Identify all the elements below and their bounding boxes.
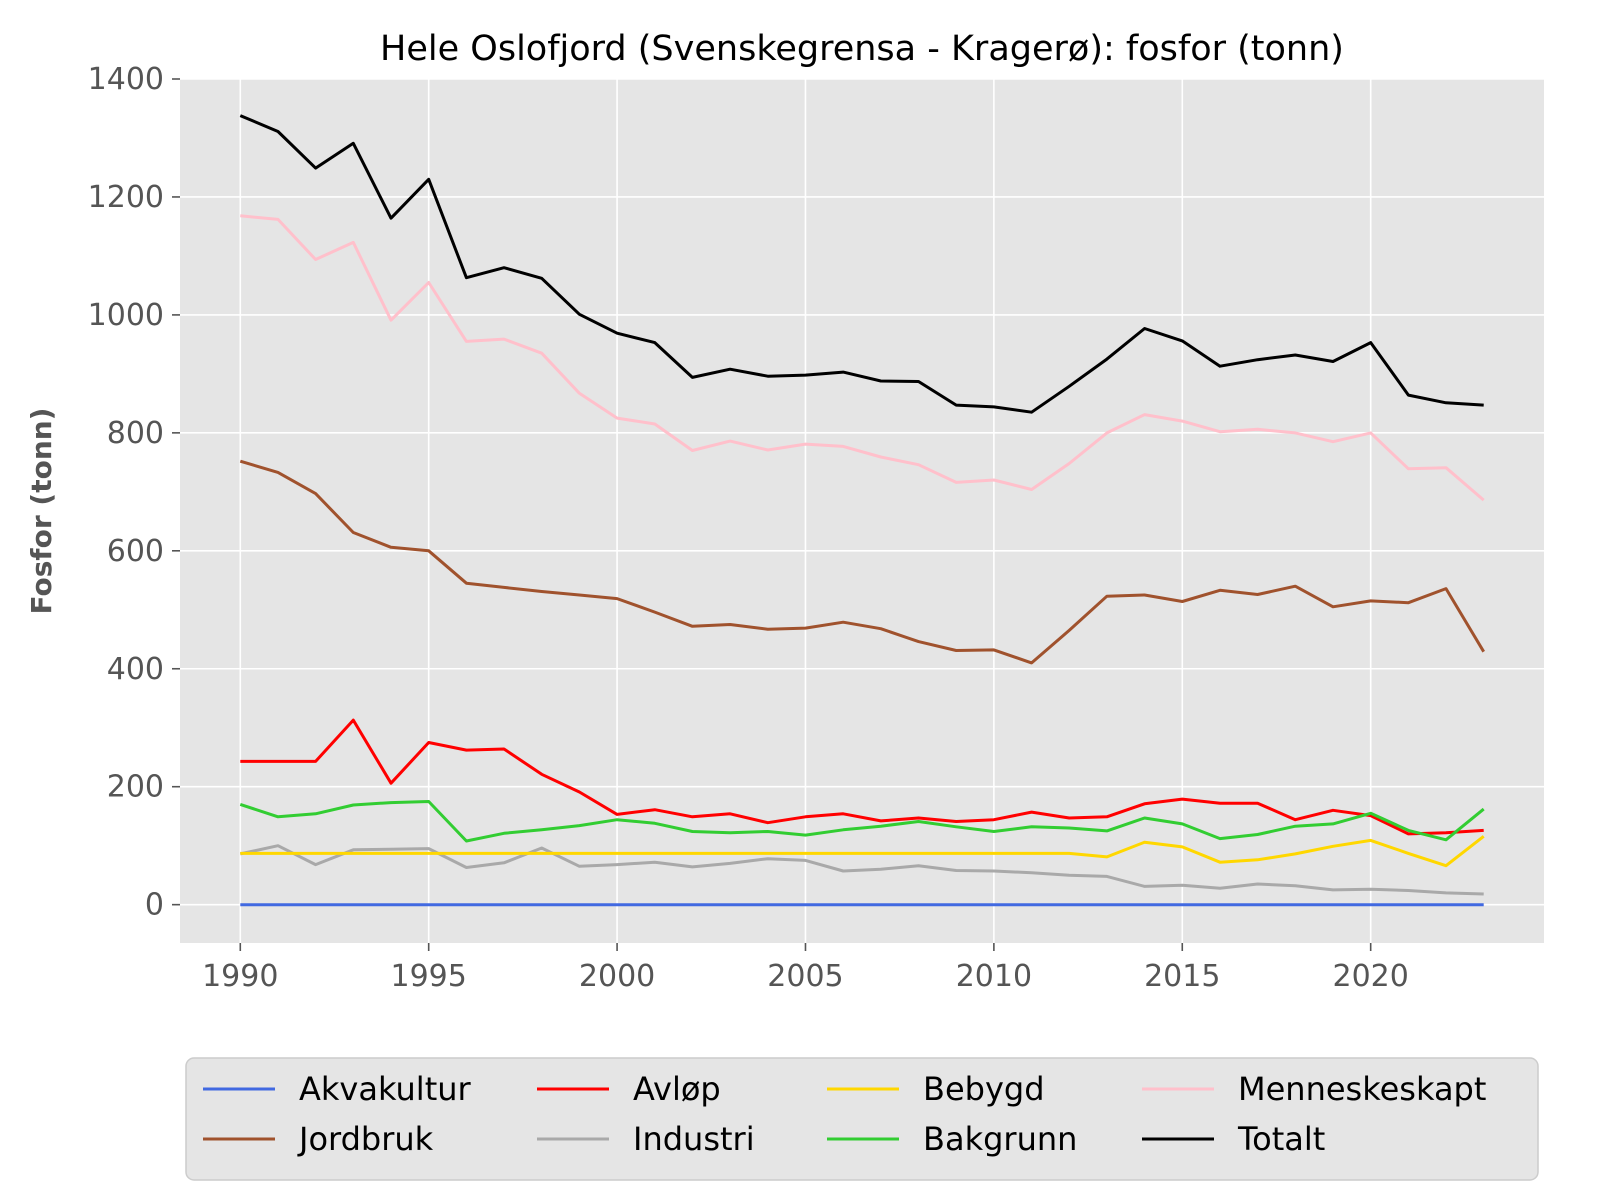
series-line-menneskeskapt	[240, 214, 1485, 502]
y-tick-label: 1200	[88, 180, 164, 215]
legend-label: Totalt	[1237, 1120, 1325, 1158]
x-tick-label: 2020	[1332, 959, 1408, 994]
legend-entry-totalt: Totalt	[1142, 1120, 1325, 1158]
x-tick-label: 2005	[767, 959, 843, 994]
plot-area-background	[180, 79, 1544, 943]
legend-label: Menneskeskapt	[1238, 1070, 1486, 1108]
series-line-bebygd	[240, 835, 1485, 868]
legend-label: Bebygd	[923, 1070, 1045, 1108]
series-line-avlop	[240, 718, 1484, 836]
legend-label: Jordbruk	[297, 1120, 434, 1158]
y-tick-label: 1400	[88, 62, 164, 97]
x-tick-label: 2010	[956, 959, 1032, 994]
legend: Akvakultur Jordbruk Avløp Industri Bebygd Bak…	[185, 1057, 1539, 1181]
legend-entry-industri: Industri	[537, 1120, 755, 1158]
legend-label: Industri	[633, 1120, 755, 1158]
y-tick-label: 400	[107, 652, 164, 687]
y-tick-label: 200	[107, 770, 164, 805]
legend-entry-menneskeskapt: Menneskeskapt	[1142, 1070, 1486, 1108]
x-tick-label: 2015	[1144, 959, 1220, 994]
axes: 1990 1995 2000 2005 2010 2015 2020 0 200 400 600 80…	[88, 62, 1409, 994]
legend-entry-akvakultur: Akvakultur	[203, 1070, 472, 1108]
x-tick-label: 2000	[579, 959, 655, 994]
series-line-bakgrunn	[239, 800, 1485, 843]
x-tick-label: 1995	[391, 959, 467, 994]
y-tick-label: 800	[107, 416, 164, 451]
chart-title: Hele Oslofjord (Svenskegrensa - Kragerø)…	[380, 29, 1344, 69]
legend-label: Bakgrunn	[923, 1120, 1077, 1158]
legend-label: Akvakultur	[299, 1070, 472, 1108]
x-tick-label: 1990	[202, 959, 278, 994]
legend-entry-jordbruk: Jordbruk	[203, 1120, 434, 1158]
legend-entry-bebygd: Bebygd	[827, 1070, 1045, 1108]
series-line-jordbruk	[239, 459, 1485, 665]
series-lines	[239, 114, 1485, 907]
legend-label: Avløp	[633, 1070, 721, 1108]
y-tick-label: 1000	[88, 298, 164, 333]
legend-entry-bakgrunn: Bakgrunn	[827, 1120, 1077, 1158]
series-line-totalt	[239, 114, 1484, 414]
series-line-industri	[239, 844, 1484, 896]
y-axis-label: Fosfor (tonn)	[25, 408, 58, 615]
y-tick-label: 0	[145, 888, 164, 923]
y-tick-label: 600	[107, 534, 164, 569]
legend-entry-avlop: Avløp	[537, 1070, 721, 1108]
